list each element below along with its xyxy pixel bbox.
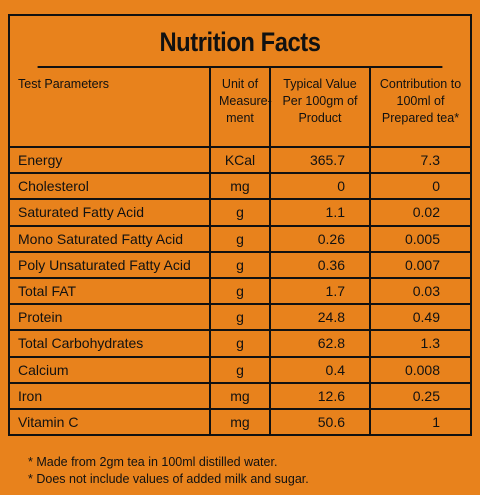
column-header: Unit of Measure-ment — [209, 68, 272, 148]
table-cell: Cholesterol — [10, 172, 211, 201]
table-cell: Total FAT — [10, 276, 211, 306]
table-body: Energy KCal 365.7 7.3 Cholesterol mg 0 0 Saturat… — [10, 145, 470, 435]
header-row: Test Parameters Unit of Measure-ment Typic… — [10, 68, 470, 148]
table-cell: KCal — [209, 145, 271, 175]
table-cell: 365.7 — [269, 145, 371, 175]
nutrition-table: Test Parameters Unit of Measure-ment Typic… — [10, 68, 470, 435]
table-cell: 24.8 — [269, 303, 371, 332]
table-row: Saturated Fatty Acid g 1.1 0.02 — [10, 198, 470, 227]
column-header: Test Parameters — [10, 68, 211, 148]
table-cell: 0 — [369, 172, 470, 201]
table-cell: g — [209, 355, 271, 384]
table-cell: 12.6 — [269, 381, 371, 410]
table-cell: 62.8 — [269, 329, 371, 358]
table-cell: g — [209, 250, 271, 279]
nutrition-panel: Nutrition Facts Test Parameters Unit of M… — [8, 14, 472, 437]
table-cell: Energy — [10, 145, 211, 175]
table-cell: 50.6 — [269, 407, 371, 435]
table-row: Energy KCal 365.7 7.3 — [10, 145, 470, 175]
table-row: Protein g 24.8 0.49 — [10, 303, 470, 332]
table-cell: Calcium — [10, 355, 211, 384]
table-row: Total Carbohydrates g 62.8 1.3 — [10, 329, 470, 358]
table-cell: 1 — [369, 407, 470, 435]
table-cell: 0.36 — [269, 250, 371, 279]
table-cell: Mono Saturated Fatty Acid — [10, 224, 211, 253]
column-header: Contribution to 100ml of Prepared tea* — [369, 68, 470, 148]
table-cell: Protein — [10, 303, 211, 332]
table-row: Poly Unsaturated Fatty Acid g 0.36 0.007 — [10, 250, 470, 279]
table-cell: 0.008 — [369, 355, 470, 384]
table-row: Calcium g 0.4 0.008 — [10, 355, 470, 384]
table-cell: 0.4 — [269, 355, 371, 384]
footnotes: * Made from 2gm tea in 100ml distilled w… — [28, 454, 309, 488]
footnote: * Does not include values of added milk … — [28, 472, 309, 486]
table-cell: Total Carbohydrates — [10, 329, 211, 358]
table-cell: 0.005 — [369, 224, 470, 253]
table-cell: mg — [209, 172, 271, 201]
table-row: Iron mg 12.6 0.25 — [10, 381, 470, 410]
table-cell: g — [209, 329, 271, 358]
footnote: * Made from 2gm tea in 100ml distilled w… — [28, 455, 278, 469]
table-cell: g — [209, 303, 271, 332]
table-cell: g — [209, 276, 271, 306]
table-cell: 0.26 — [269, 224, 371, 253]
table-cell: 7.3 — [369, 145, 470, 175]
table-cell: g — [209, 198, 271, 227]
table-cell: Saturated Fatty Acid — [10, 198, 211, 227]
table-cell: mg — [209, 407, 271, 435]
table-cell: 0.007 — [369, 250, 470, 279]
table-row: Cholesterol mg 0 0 — [10, 172, 470, 201]
table-cell: 0.25 — [369, 381, 470, 410]
table-cell: 0.02 — [369, 198, 470, 227]
table-cell: 0 — [269, 172, 371, 201]
table-cell: mg — [209, 381, 271, 410]
table-cell: g — [209, 224, 271, 253]
table-cell: 1.3 — [369, 329, 470, 358]
table-row: Mono Saturated Fatty Acid g 0.26 0.005 — [10, 224, 470, 253]
table-row: Total FAT g 1.7 0.03 — [10, 276, 470, 306]
table-cell: 0.03 — [369, 276, 470, 306]
table-cell: Iron — [10, 381, 211, 410]
table-cell: Poly Unsaturated Fatty Acid — [10, 250, 211, 279]
column-header: Typical Value Per 100gm of Product — [269, 68, 371, 148]
title: Nutrition Facts — [37, 16, 443, 68]
table-cell: 1.7 — [269, 276, 371, 306]
table-cell: 1.1 — [269, 198, 371, 227]
table-cell: 0.49 — [369, 303, 470, 332]
table-cell: Vitamin C — [10, 407, 211, 435]
